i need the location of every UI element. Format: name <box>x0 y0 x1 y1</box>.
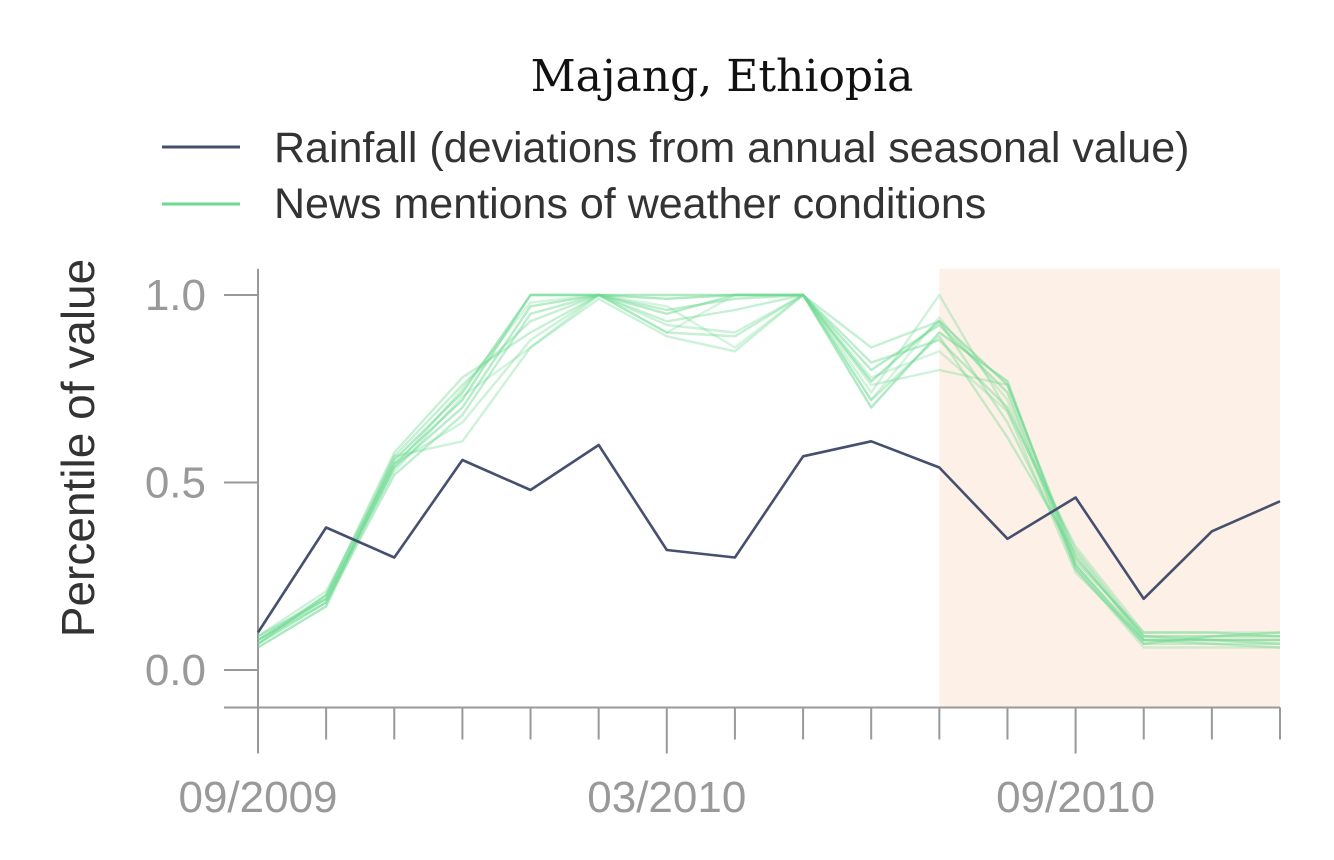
series-line-news-5 <box>257 293 1281 649</box>
chart-title: Majang, Ethiopia <box>531 51 914 102</box>
x-tick-label: 09/2009 <box>178 773 337 822</box>
series-line-news-8 <box>257 293 1280 645</box>
series-line-news-9 <box>257 293 1280 645</box>
series-line-news-6 <box>257 293 1281 649</box>
shaded-region <box>939 268 1280 708</box>
x-tick-label: 03/2010 <box>587 773 746 822</box>
series-line-rainfall <box>256 439 1281 634</box>
y-tick-label: 0.0 <box>145 646 206 695</box>
y-tick-label: 1.0 <box>145 271 206 320</box>
legend-label-news: News mentions of weather conditions <box>274 180 986 228</box>
series-line-news-7 <box>257 293 1280 642</box>
y-axis-label: Percentile of value <box>52 259 104 637</box>
series-line-news-10 <box>257 293 1280 649</box>
legend: Rainfall (deviations from annual seasona… <box>162 124 1189 228</box>
series-line-news-4 <box>257 293 1281 645</box>
series-line-news-3 <box>257 293 1281 645</box>
x-tick-label: 09/2010 <box>996 773 1155 822</box>
y-tick-label: 0.5 <box>145 459 206 508</box>
plot-area: 0.0 0.5 1.0 09/2009 03/2010 09/2010 <box>145 268 1281 822</box>
legend-label-rainfall: Rainfall (deviations from annual seasona… <box>274 124 1189 172</box>
